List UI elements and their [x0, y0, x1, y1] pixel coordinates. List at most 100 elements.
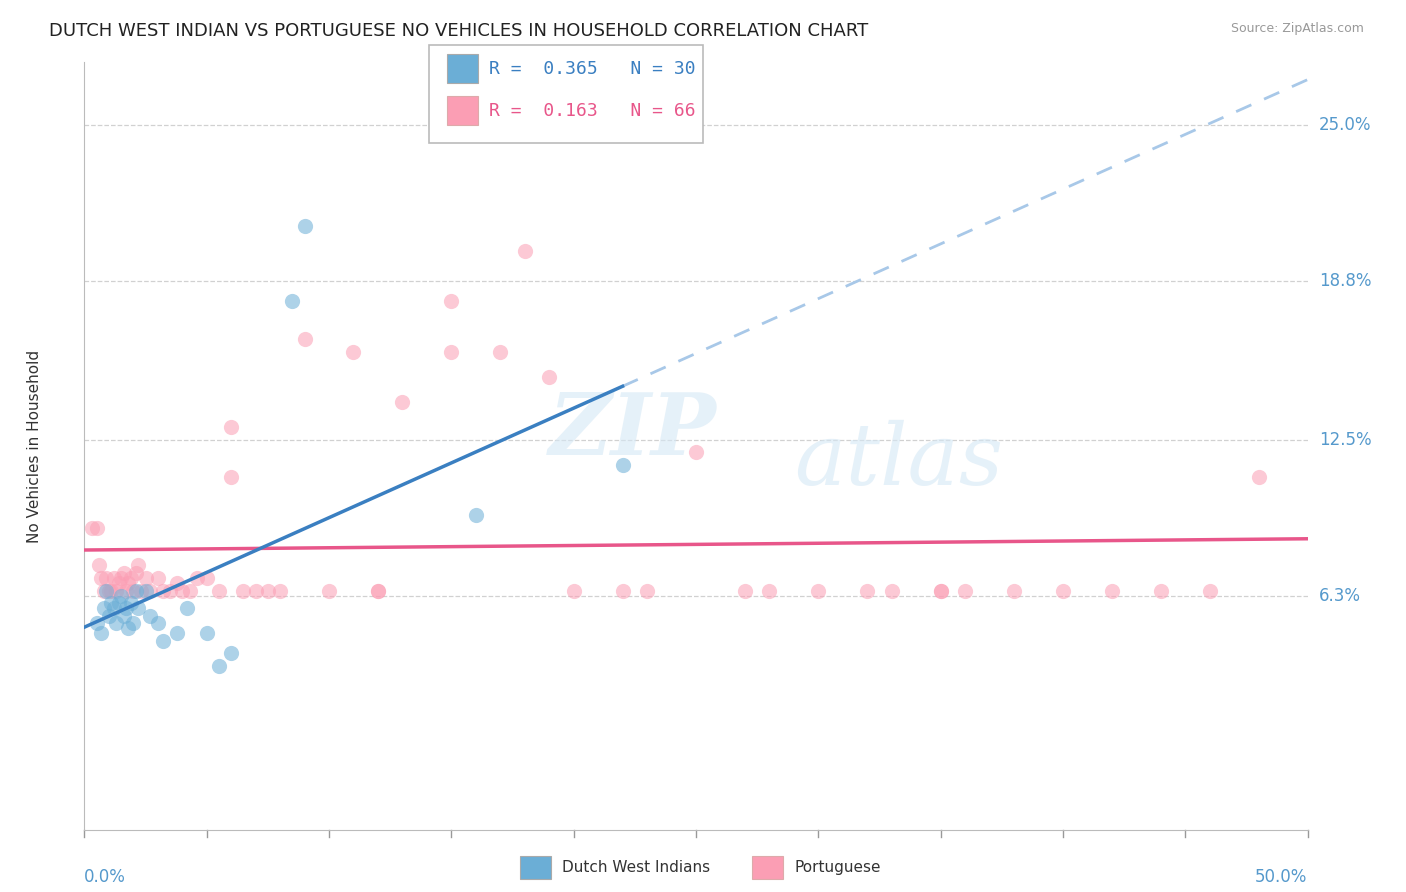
Point	[612, 458, 634, 472]
Point	[391, 395, 413, 409]
Point	[186, 571, 208, 585]
Point	[125, 583, 148, 598]
Point	[176, 601, 198, 615]
Point	[172, 583, 194, 598]
Point	[107, 596, 129, 610]
Point	[96, 583, 118, 598]
Point	[440, 344, 463, 359]
Point	[513, 244, 536, 258]
Point	[281, 294, 304, 309]
Point	[93, 601, 115, 615]
Point	[929, 583, 952, 598]
Point	[90, 571, 112, 585]
Text: atlas: atlas	[794, 420, 1002, 503]
Point	[100, 596, 122, 610]
Point	[367, 583, 389, 598]
Point	[342, 344, 364, 359]
Text: R =  0.365   N = 30: R = 0.365 N = 30	[489, 60, 696, 78]
Point	[1101, 583, 1123, 598]
Point	[195, 571, 218, 585]
Point	[146, 616, 169, 631]
Point	[87, 558, 110, 573]
Point	[120, 571, 142, 585]
Point	[685, 445, 707, 459]
Point	[146, 571, 169, 585]
Point	[115, 601, 138, 615]
Point	[179, 583, 201, 598]
Point	[152, 634, 174, 648]
Point	[1052, 583, 1074, 598]
Text: No Vehicles in Household: No Vehicles in Household	[27, 350, 42, 542]
Text: DUTCH WEST INDIAN VS PORTUGUESE NO VEHICLES IN HOUSEHOLD CORRELATION CHART: DUTCH WEST INDIAN VS PORTUGUESE NO VEHIC…	[49, 22, 869, 40]
Point	[929, 583, 952, 598]
Point	[135, 571, 157, 585]
Point	[103, 571, 125, 585]
Text: 12.5%: 12.5%	[1319, 431, 1371, 449]
Text: Portuguese: Portuguese	[794, 860, 882, 874]
Point	[245, 583, 267, 598]
Point	[125, 566, 148, 580]
Text: 0.0%: 0.0%	[84, 869, 127, 887]
Text: 50.0%: 50.0%	[1256, 869, 1308, 887]
Text: Source: ZipAtlas.com: Source: ZipAtlas.com	[1230, 22, 1364, 36]
Point	[115, 583, 138, 598]
Point	[166, 626, 188, 640]
Point	[122, 583, 145, 598]
Point	[367, 583, 389, 598]
Point	[129, 583, 152, 598]
Text: 6.3%: 6.3%	[1319, 587, 1361, 605]
Point	[219, 647, 242, 661]
Point	[208, 583, 231, 598]
Point	[294, 219, 316, 233]
Point	[880, 583, 903, 598]
Point	[112, 566, 135, 580]
Point	[117, 576, 139, 591]
Point	[152, 583, 174, 598]
Point	[97, 608, 120, 623]
Point	[97, 583, 120, 598]
Point	[294, 332, 316, 346]
Point	[232, 583, 254, 598]
Point	[127, 601, 149, 615]
Point	[100, 583, 122, 598]
Point	[856, 583, 879, 598]
Point	[318, 583, 340, 598]
Point	[96, 571, 118, 585]
Point	[269, 583, 291, 598]
Point	[112, 608, 135, 623]
Point	[195, 626, 218, 640]
Point	[135, 583, 157, 598]
Point	[1150, 583, 1173, 598]
Point	[636, 583, 658, 598]
Point	[105, 583, 128, 598]
Point	[807, 583, 830, 598]
Point	[110, 571, 132, 585]
Point	[257, 583, 280, 598]
Text: R =  0.163   N = 66: R = 0.163 N = 66	[489, 102, 696, 120]
Text: ZIP: ZIP	[550, 389, 717, 473]
Point	[953, 583, 976, 598]
Point	[139, 583, 162, 598]
Point	[166, 576, 188, 591]
Point	[117, 621, 139, 635]
Point	[93, 583, 115, 598]
Point	[139, 608, 162, 623]
Point	[122, 616, 145, 631]
Text: 25.0%: 25.0%	[1319, 116, 1371, 135]
Point	[219, 420, 242, 434]
Point	[120, 596, 142, 610]
Point	[110, 589, 132, 603]
Point	[105, 616, 128, 631]
Text: Dutch West Indians: Dutch West Indians	[562, 860, 710, 874]
Point	[107, 576, 129, 591]
Point	[562, 583, 585, 598]
Point	[127, 558, 149, 573]
Point	[219, 470, 242, 484]
Point	[1002, 583, 1025, 598]
Point	[464, 508, 486, 523]
Point	[86, 616, 108, 631]
Point	[86, 521, 108, 535]
Point	[734, 583, 756, 598]
Point	[1247, 470, 1270, 484]
Point	[1198, 583, 1220, 598]
